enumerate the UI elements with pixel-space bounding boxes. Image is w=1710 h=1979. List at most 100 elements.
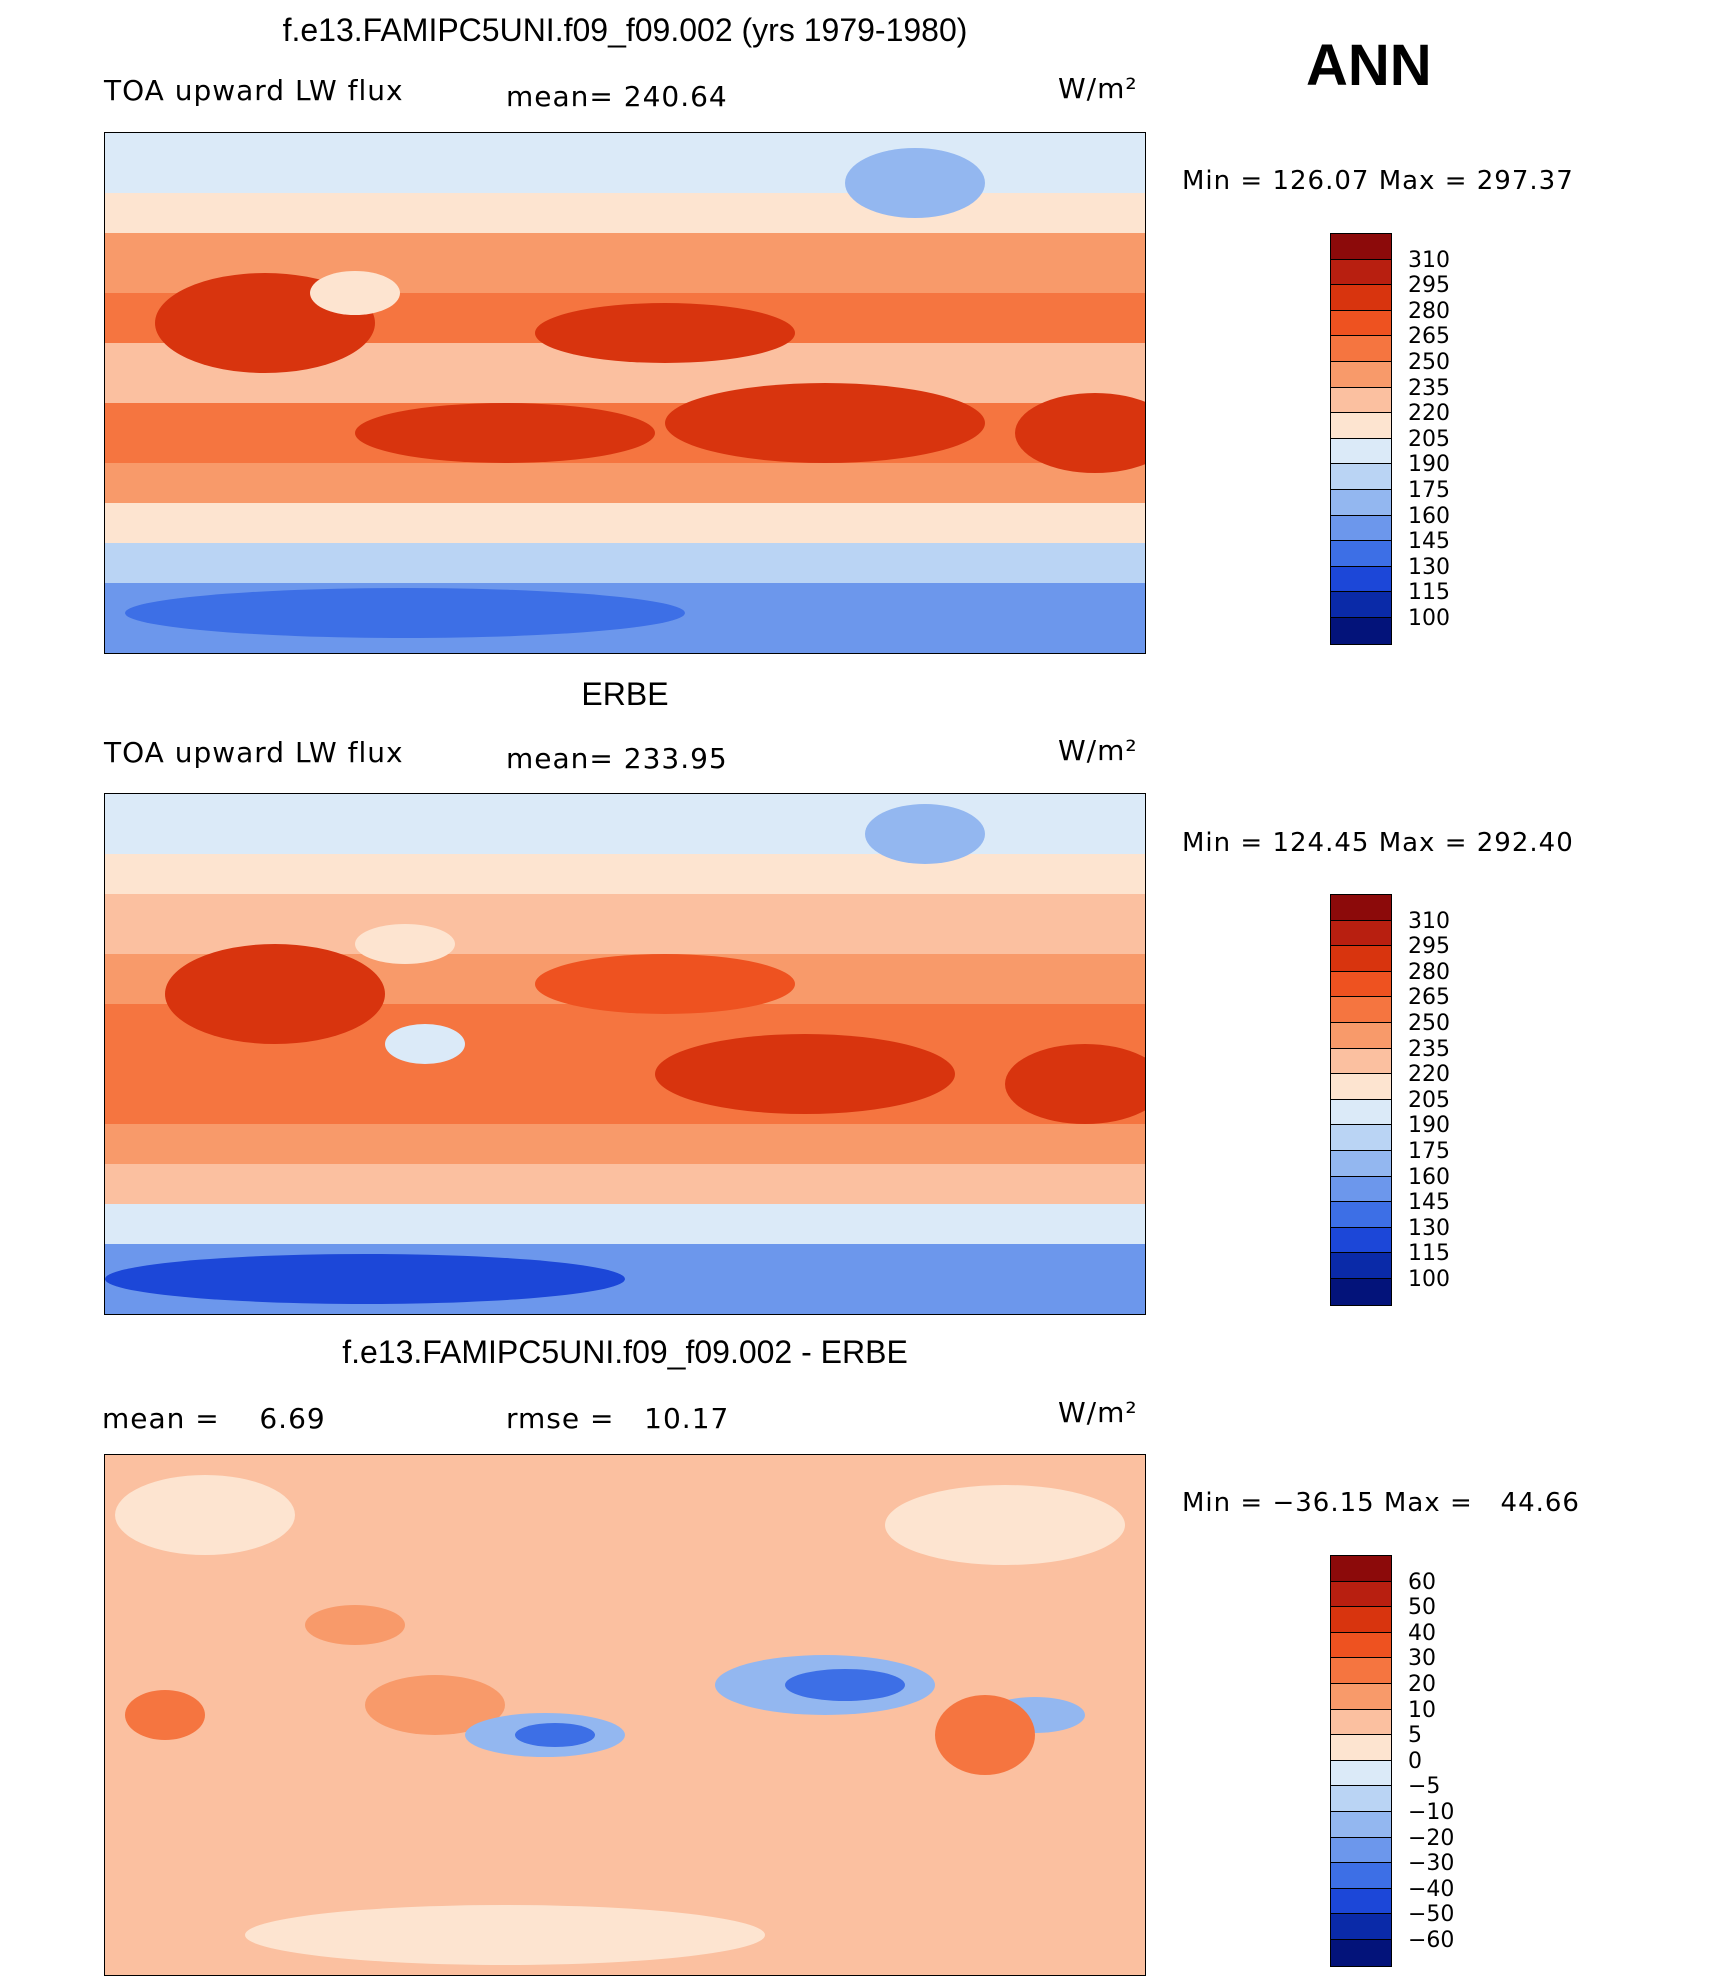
colorbar-swatch	[1331, 464, 1391, 490]
colorbar-tick-label: 145	[1408, 1190, 1450, 1216]
rmse-label-diff: rmse = 10.17	[506, 1402, 730, 1435]
colorbar-tick-label: 20	[1408, 1672, 1436, 1697]
colorbar-tick-label: 160	[1408, 503, 1450, 529]
colorbar-swatch	[1331, 1176, 1391, 1203]
colorbar-swatch	[1331, 1863, 1391, 1889]
colorbar-diff	[1330, 1555, 1392, 1967]
colorbar-tick-label: −10	[1408, 1800, 1455, 1825]
colorbar-tick-label: 115	[1408, 580, 1450, 606]
colorbar-swatch	[1331, 1811, 1391, 1838]
colorbar-swatch	[1331, 1253, 1391, 1279]
colorbar-swatch	[1331, 592, 1391, 618]
colorbar-tick-label: 40	[1408, 1620, 1436, 1646]
colorbar-swatch	[1331, 1632, 1391, 1659]
colorbar-tick-label: −40	[1408, 1876, 1455, 1902]
minmax-obs: Min = 124.45 Max = 292.40	[1182, 828, 1574, 858]
units-label-obs: W/m²	[1058, 734, 1138, 767]
colorbar-swatch	[1331, 1278, 1391, 1305]
colorbar-swatch	[1331, 1683, 1391, 1710]
colorbar-tick-label: 265	[1408, 324, 1450, 350]
colorbar-swatch	[1331, 541, 1391, 567]
minmax-diff: Min = −36.15 Max = 44.66	[1182, 1488, 1580, 1518]
colorbar-tick-label: 295	[1408, 273, 1450, 299]
colorbar-swatch	[1331, 920, 1391, 947]
colorbar-tick-label: 145	[1408, 529, 1450, 555]
panel-title-diff: f.e13.FAMIPC5UNI.f09_f09.002 - ERBE	[342, 1334, 908, 1370]
colorbar-swatch	[1331, 946, 1391, 972]
colorbar-obs	[1330, 894, 1392, 1306]
colorbar-tick-label: 265	[1408, 985, 1450, 1011]
colorbar-tick-label: 235	[1408, 1036, 1450, 1062]
colorbar-tick-label: 160	[1408, 1164, 1450, 1190]
colorbar-swatch	[1331, 1556, 1391, 1582]
colorbar-swatch	[1331, 1709, 1391, 1736]
colorbar-tick-label: 250	[1408, 1011, 1450, 1036]
map-diff-field	[105, 1455, 1145, 1975]
colorbar-tick-label: 310	[1408, 247, 1450, 273]
colorbar-tick-label: 0	[1408, 1748, 1422, 1774]
colorbar-swatch	[1331, 1099, 1391, 1126]
colorbar-tick-label: 205	[1408, 426, 1450, 452]
colorbar-tick-label: 100	[1408, 606, 1450, 631]
colorbar-swatch	[1331, 1914, 1391, 1940]
colorbar-tick-label: −50	[1408, 1902, 1455, 1928]
colorbar-swatch	[1331, 1048, 1391, 1075]
colorbar-swatch	[1331, 1837, 1391, 1864]
colorbar-tick-label: 235	[1408, 375, 1450, 401]
colorbar-tick-label: 175	[1408, 478, 1450, 503]
panel-title-model: f.e13.FAMIPC5UNI.f09_f09.002 (yrs 1979-1…	[282, 12, 968, 48]
colorbar-swatch	[1331, 413, 1391, 439]
colorbar-tick-label: 10	[1408, 1697, 1436, 1723]
colorbar-tick-label: −5	[1408, 1774, 1441, 1800]
mean-label-diff: mean = 6.69	[102, 1402, 326, 1435]
minmax-model: Min = 126.07 Max = 297.37	[1182, 166, 1574, 196]
colorbar-tick-label: 280	[1408, 959, 1450, 985]
colorbar-swatch	[1331, 438, 1391, 465]
colorbar-tick-label: 50	[1408, 1595, 1436, 1621]
colorbar-swatch	[1331, 336, 1391, 362]
colorbar-swatch	[1331, 1888, 1391, 1915]
colorbar-swatch	[1331, 515, 1391, 542]
colorbar-tick-label: 60	[1408, 1569, 1436, 1595]
colorbar-tick-label: 220	[1408, 1062, 1450, 1088]
colorbar-swatch	[1331, 566, 1391, 593]
colorbar-tick-label: 175	[1408, 1139, 1450, 1164]
map-model-field	[105, 133, 1145, 653]
colorbar-tick-label: 205	[1408, 1087, 1450, 1113]
colorbar-tick-label: 100	[1408, 1267, 1450, 1292]
colorbar-swatch	[1331, 361, 1391, 388]
map-model	[104, 132, 1146, 654]
colorbar-swatch	[1331, 1786, 1391, 1812]
colorbar-swatch	[1331, 489, 1391, 516]
colorbar-swatch	[1331, 1939, 1391, 1966]
units-label-diff: W/m²	[1058, 1396, 1138, 1429]
map-diff	[104, 1454, 1146, 1976]
colorbar-swatch	[1331, 1581, 1391, 1608]
units-label-model: W/m²	[1058, 72, 1138, 105]
colorbar-swatch	[1331, 259, 1391, 286]
colorbar-model	[1330, 233, 1392, 645]
colorbar-swatch	[1331, 1607, 1391, 1633]
colorbar-swatch	[1331, 234, 1391, 260]
colorbar-swatch	[1331, 1658, 1391, 1684]
variable-label-obs: TOA upward LW flux	[104, 736, 404, 769]
colorbar-tick-label: 130	[1408, 554, 1450, 580]
colorbar-tick-label: 295	[1408, 934, 1450, 960]
variable-label-model: TOA upward LW flux	[104, 74, 404, 107]
colorbar-tick-label: −20	[1408, 1825, 1455, 1851]
colorbar-swatch	[1331, 1227, 1391, 1254]
colorbar-tick-label: 190	[1408, 452, 1450, 478]
panel-title-obs: ERBE	[581, 676, 669, 712]
colorbar-tick-label: −30	[1408, 1851, 1455, 1877]
colorbar-swatch	[1331, 1735, 1391, 1761]
colorbar-swatch	[1331, 1150, 1391, 1177]
colorbar-tick-label: 130	[1408, 1215, 1450, 1241]
colorbar-tick-label: 190	[1408, 1113, 1450, 1139]
colorbar-tick-label: 310	[1408, 908, 1450, 934]
map-obs-field	[105, 794, 1145, 1314]
colorbar-tick-label: −60	[1408, 1928, 1455, 1953]
colorbar-swatch	[1331, 1202, 1391, 1228]
colorbar-swatch	[1331, 1074, 1391, 1100]
colorbar-tick-label: 5	[1408, 1723, 1422, 1749]
map-obs	[104, 793, 1146, 1315]
